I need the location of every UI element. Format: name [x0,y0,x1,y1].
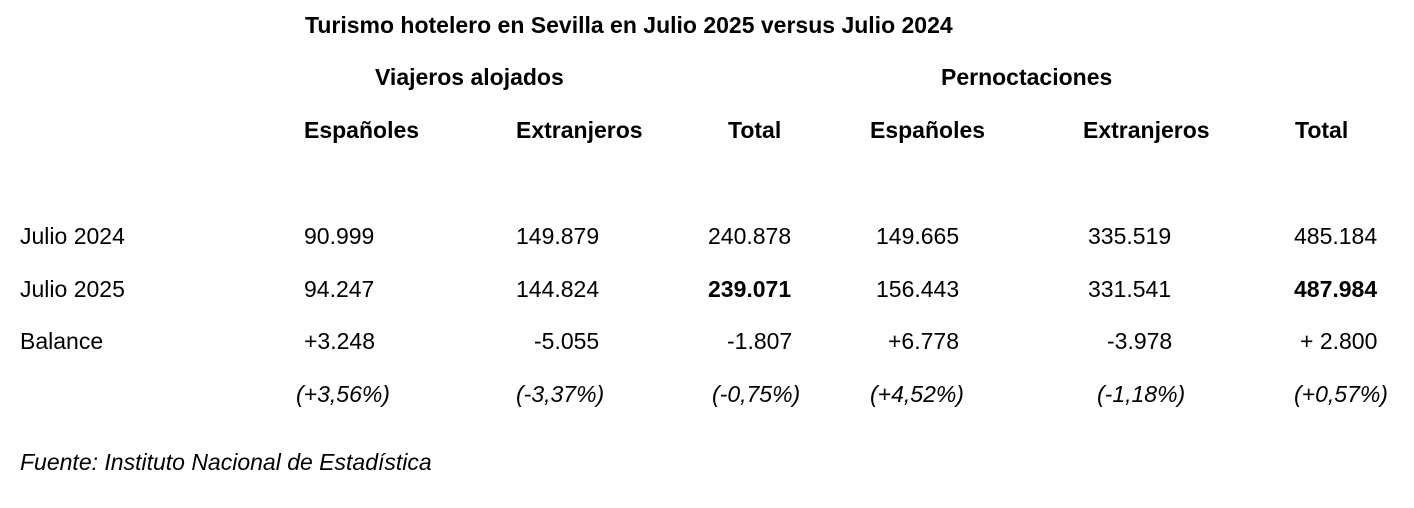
table-cell-highlight: 239.071 [708,276,792,302]
table-cell: -1.807 [727,328,793,354]
row-label-julio-2025: Julio 2025 [20,276,125,302]
group-header-viajeros: Viajeros alojados [375,64,564,90]
row-label-julio-2024: Julio 2024 [20,223,125,249]
column-header-viajeros-espanoles: Españoles [304,117,420,143]
table-cell: 485.184 [1294,223,1378,249]
row-label-balance: Balance [20,328,104,354]
table-cell-highlight: 487.984 [1294,276,1378,302]
table-cell: +3.248 [304,328,375,354]
table-cell: 90.999 [304,223,375,249]
table-cell: -5.055 [534,328,600,354]
group-header-pernoctaciones: Pernoctaciones [941,64,1113,90]
table-cell: 149.879 [516,223,600,249]
column-header-pernoctaciones-espanoles: Españoles [870,117,986,143]
column-header-pernoctaciones-extranjeros: Extranjeros [1083,117,1210,143]
table-cell-percent: (+0,57%) [1294,381,1388,407]
column-header-viajeros-total: Total [728,117,782,143]
table-cell: 240.878 [708,223,792,249]
table-title: Turismo hotelero en Sevilla en Julio 202… [305,12,953,38]
table-cell: -3.978 [1107,328,1173,354]
table-cell: 149.665 [876,223,960,249]
table-cell-percent: (-1,18%) [1097,381,1186,407]
table-cell-percent: (-3,37%) [516,381,605,407]
table-cell: 156.443 [876,276,960,302]
table-cell: +6.778 [888,328,959,354]
table-cell-percent: (+3,56%) [296,381,390,407]
column-header-viajeros-extranjeros: Extranjeros [516,117,643,143]
table-cell: 94.247 [304,276,375,302]
column-header-pernoctaciones-total: Total [1295,117,1349,143]
source-note: Fuente: Instituto Nacional de Estadístic… [20,449,432,475]
table-cell: 331.541 [1088,276,1172,302]
table-cell-percent: (+4,52%) [870,381,964,407]
table-cell: + 2.800 [1300,328,1378,354]
table-cell-percent: (-0,75%) [712,381,801,407]
table-cell: 144.824 [516,276,600,302]
table-cell: 335.519 [1088,223,1172,249]
